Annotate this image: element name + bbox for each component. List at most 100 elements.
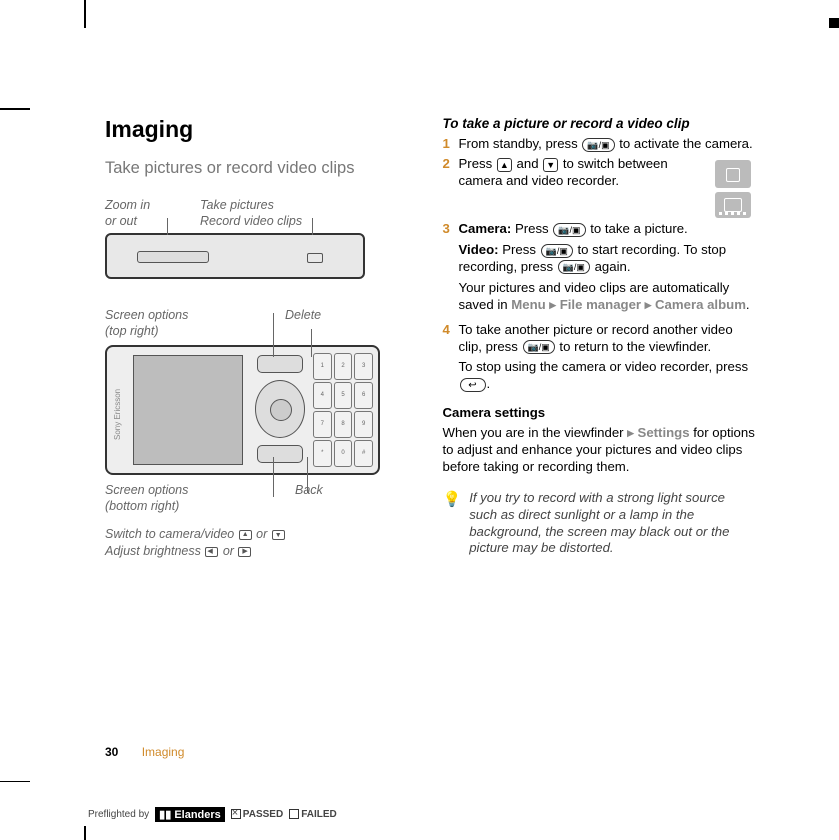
top-diagram-labels: Zoom in or out Take pictures Record vide…	[105, 197, 418, 229]
tip-note: 💡 If you try to record with a strong lig…	[443, 490, 756, 558]
step4-text-c: To stop using the camera or video record…	[459, 359, 749, 374]
camera-button-icon: 📷/▣	[582, 138, 614, 152]
leader-line	[311, 329, 312, 357]
phone-top-illustration	[105, 233, 365, 279]
key-7: 7	[313, 411, 332, 438]
step-number: 4	[443, 322, 459, 394]
key-9: 9	[354, 411, 373, 438]
leader-line	[273, 313, 274, 357]
crop-mark	[0, 781, 30, 783]
label-zoom-2: or out	[105, 214, 137, 228]
section-name: Imaging	[142, 745, 185, 759]
softkey-top	[257, 355, 303, 373]
label-screen-opt-bot-1: Screen options	[105, 483, 188, 497]
left-column: Imaging Take pictures or record video cl…	[105, 115, 418, 560]
key-star: *	[313, 440, 332, 467]
label-zoom-1: Zoom in	[105, 198, 150, 212]
label-take-2: Record video clips	[200, 214, 302, 228]
camera-button-icon: 📷/▣	[541, 244, 573, 258]
lightbulb-icon: 💡	[443, 490, 462, 558]
phone-screen	[133, 355, 243, 465]
passed-check: PASSED	[231, 809, 283, 820]
label-back: Back	[295, 483, 323, 497]
elanders-text: Elanders	[174, 809, 220, 821]
leader-line	[167, 218, 168, 235]
brightness-text-1: Adjust brightness	[105, 544, 204, 558]
front-diagram-top-labels: Screen options (top right) Delete	[105, 307, 418, 339]
leader-line	[307, 457, 308, 493]
camera-settings-body: When you are in the viewfinder ▸ Setting…	[443, 425, 756, 476]
key-8: 8	[334, 411, 353, 438]
failed-check: FAILED	[289, 809, 337, 820]
arrow-icon: ▸	[645, 297, 652, 312]
nav-up-icon	[239, 530, 252, 540]
crop-mark	[84, 0, 86, 28]
key-3: 3	[354, 353, 373, 380]
crop-mark	[0, 108, 30, 110]
camera-video-thumb	[715, 160, 755, 218]
page-content: Imaging Take pictures or record video cl…	[105, 115, 755, 560]
menu-settings: Settings	[638, 425, 690, 440]
menu-path-camera-album: Camera album	[655, 297, 746, 312]
tip-text: If you try to record with a strong light…	[469, 490, 755, 558]
step3-video-label: Video:	[459, 242, 499, 257]
back-button-icon	[460, 378, 486, 392]
menu-path-file-manager: File manager	[560, 297, 641, 312]
camera-button-icon: 📷/▣	[553, 223, 585, 237]
checkbox-checked-icon	[231, 809, 241, 819]
step-number: 2	[443, 156, 459, 218]
front-diagram-bottom-labels: Screen options (bottom right) Back	[105, 483, 418, 514]
nav-up-icon: ▲	[497, 158, 512, 172]
nav-right-icon	[238, 547, 251, 557]
camera-thumb-icon	[715, 160, 751, 188]
procedure-title: To take a picture or record a video clip	[443, 115, 756, 132]
arrow-icon: ▸	[549, 297, 556, 312]
video-thumb-icon	[715, 192, 751, 218]
crop-mark	[829, 18, 839, 28]
preflight-label: Preflighted by	[88, 809, 149, 820]
camera-button-icon: 📷/▣	[523, 340, 555, 354]
cs-body-a: When you are in the viewfinder	[443, 425, 628, 440]
key-2: 2	[334, 353, 353, 380]
subheading-take-pictures: Take pictures or record video clips	[105, 158, 418, 179]
keypad: 1 2 3 4 5 6 7 8 9 * 0 #	[313, 353, 373, 467]
nav-pad	[255, 380, 305, 438]
step1-text-b: to activate the camera.	[616, 136, 753, 151]
label-delete: Delete	[285, 308, 321, 322]
label-screen-opt-bot-2: (bottom right)	[105, 499, 179, 513]
softkey-bottom	[257, 445, 303, 463]
label-screen-opt-top-2: (top right)	[105, 324, 159, 338]
step3-camera-label: Camera:	[459, 221, 512, 236]
brightness-text-or: or	[219, 544, 237, 558]
step-number: 3	[443, 221, 459, 313]
switch-text-or1: or	[253, 527, 271, 541]
nav-down-icon: ▼	[543, 158, 558, 172]
step-number: 1	[443, 136, 459, 153]
crop-mark	[84, 826, 86, 840]
step3-cam-b: Press	[511, 221, 552, 236]
failed-label: FAILED	[301, 809, 337, 820]
right-column: To take a picture or record a video clip…	[443, 115, 756, 560]
arrow-icon: ▸	[627, 425, 634, 440]
camera-settings-heading: Camera settings	[443, 405, 756, 422]
label-screen-opt-top-1: Screen options	[105, 308, 188, 322]
step1-text-a: From standby, press	[459, 136, 582, 151]
step2-text-and: and	[513, 156, 542, 171]
passed-label: PASSED	[243, 809, 283, 820]
camera-button-icon: 📷/▣	[558, 260, 590, 274]
page-number: 30	[105, 745, 118, 759]
step3-vid-b: Press	[499, 242, 540, 257]
checkbox-empty-icon	[289, 809, 299, 819]
preflight-bar: Preflighted by ▮▮ Elanders PASSED FAILED	[88, 807, 337, 822]
step4-text-d: .	[487, 376, 491, 391]
menu-path-menu: Menu	[511, 297, 545, 312]
key-0: 0	[334, 440, 353, 467]
step2-text-a: Press	[459, 156, 496, 171]
switch-text-1: Switch to camera/video	[105, 527, 238, 541]
step-4: 4 To take another picture or record anot…	[443, 322, 756, 394]
key-4: 4	[313, 382, 332, 409]
switch-brightness-note: Switch to camera/video or Adjust brightn…	[105, 526, 418, 560]
phone-brand: Sony Ericsson	[113, 389, 123, 440]
step4-text-b: to return to the viewfinder.	[556, 339, 711, 354]
phone-front-illustration: Sony Ericsson 1 2 3 4 5 6 7 8 9 * 0 #	[105, 345, 380, 475]
